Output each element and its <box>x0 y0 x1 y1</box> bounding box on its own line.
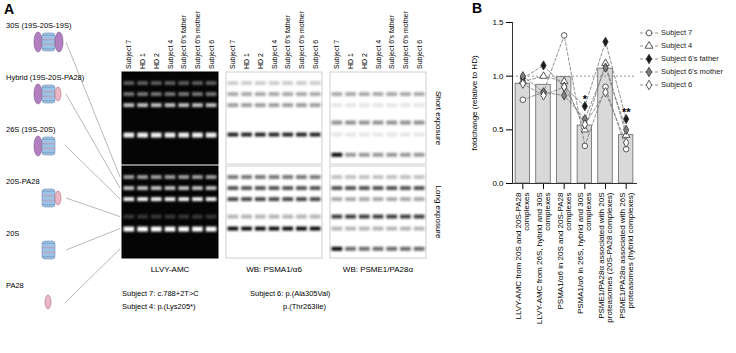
svg-text:0.0: 0.0 <box>492 179 504 188</box>
svg-text:foldchange (relative to HD): foldchange (relative to HD) <box>470 55 479 150</box>
svg-text:1.5: 1.5 <box>492 18 504 27</box>
html-text:Subject 6's mother: Subject 6's mother <box>661 67 723 76</box>
svg-text:LLVY-AMC from 20S and 20S-PA28: LLVY-AMC from 20S and 20S-PA28complexes <box>514 192 531 320</box>
svg-text:Subject 6: Subject 6 <box>312 40 320 69</box>
svg-text:PSME1/PA28α associated with 26: PSME1/PA28α associated with 26Sproteasom… <box>618 192 635 319</box>
svg-text:p.(Thr263Ile): p.(Thr263Ile) <box>283 302 326 311</box>
html-text:B: B <box>472 0 483 16</box>
svg-text:HD 1: HD 1 <box>347 53 354 69</box>
svg-text:HD 2: HD 2 <box>257 53 264 69</box>
svg-text:Subject 7: Subject 7 <box>229 40 237 69</box>
svg-text:Subject 4: Subject 4 <box>375 40 383 69</box>
svg-text:Subject 6's father: Subject 6's father <box>388 14 396 69</box>
svg-text:Subject 6: Subject 6 <box>208 40 216 69</box>
svg-text:Hybrid (19S-20S-PA28): Hybrid (19S-20S-PA28) <box>6 73 85 82</box>
svg-text:0.5: 0.5 <box>492 125 504 134</box>
svg-text:WB: PSMA1/α6: WB: PSMA1/α6 <box>246 265 302 274</box>
svg-text:HD 1: HD 1 <box>243 53 250 69</box>
svg-text:Short exposure: Short exposure <box>434 91 443 146</box>
svg-text:HD 2: HD 2 <box>361 53 368 69</box>
svg-text:PSME1/PA28α associated with 20: PSME1/PA28α associated with 20Sproteasom… <box>597 192 614 322</box>
html-text:Subject 6's father: Subject 6's father <box>661 54 719 63</box>
svg-text:LLVY-AMC: LLVY-AMC <box>151 265 190 274</box>
svg-text:Subject 4: Subject 4 <box>167 40 175 69</box>
svg-text:Subject 6's mother: Subject 6's mother <box>194 11 202 69</box>
html-text:Subject 7: Subject 7 <box>661 28 693 37</box>
svg-text:HD 2: HD 2 <box>153 53 160 69</box>
svg-text:*: * <box>583 93 588 105</box>
svg-text:Subject 7: Subject 7 <box>125 40 133 69</box>
svg-text:LLVY-AMC from 26S, hybrid and: LLVY-AMC from 26S, hybrid and 30Scomplex… <box>535 193 552 325</box>
svg-text:Subject 4: Subject 4 <box>271 40 279 69</box>
svg-text:Subject 6's father: Subject 6's father <box>284 14 292 69</box>
svg-text:HD 1: HD 1 <box>139 53 146 69</box>
svg-text:Subject 7: Subject 7 <box>333 40 341 69</box>
svg-text:Subject 7: c.788+2T>C: Subject 7: c.788+2T>C <box>122 289 199 298</box>
svg-text:20S-PA28: 20S-PA28 <box>6 177 40 186</box>
svg-text:Subject 4: p.(Lys205*): Subject 4: p.(Lys205*) <box>122 302 196 311</box>
svg-text:Subject 6: Subject 6 <box>416 40 424 69</box>
svg-text:30S (19S-20S-19S): 30S (19S-20S-19S) <box>6 21 72 30</box>
svg-text:1.0: 1.0 <box>492 72 504 81</box>
svg-text:20S: 20S <box>6 229 19 238</box>
svg-text:Subject 6: p.(Ala305Val): Subject 6: p.(Ala305Val) <box>250 289 331 298</box>
svg-text:WB: PSME1/PA28α: WB: PSME1/PA28α <box>343 265 414 274</box>
svg-text:PSMA1/α6 in 20S and 20S-PA28co: PSMA1/α6 in 20S and 20S-PA28complexes <box>556 192 573 310</box>
svg-text:PA28: PA28 <box>6 281 24 290</box>
svg-text:26S (19S-20S): 26S (19S-20S) <box>6 125 56 134</box>
html-text:Subject 6: Subject 6 <box>661 80 693 89</box>
svg-text:Subject 6's mother: Subject 6's mother <box>402 11 410 69</box>
html-text:Subject 4: Subject 4 <box>661 41 693 50</box>
svg-text:Subject 6's father: Subject 6's father <box>180 14 188 69</box>
svg-text:Subject 6's mother: Subject 6's mother <box>298 11 306 69</box>
svg-text:Long exposure: Long exposure <box>434 186 443 239</box>
svg-text:**: ** <box>622 106 631 118</box>
svg-text:PSMA1/α6 in 26S, hybrid and 30: PSMA1/α6 in 26S, hybrid and 30Scomplexes <box>576 193 593 315</box>
svg-text:A: A <box>4 1 14 17</box>
